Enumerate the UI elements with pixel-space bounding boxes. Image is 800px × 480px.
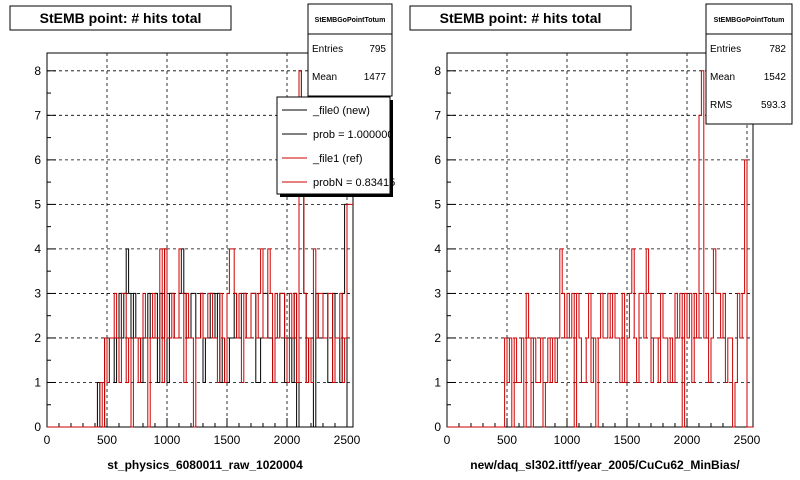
stats-value: 782 [769, 44, 786, 55]
legend-box [276, 96, 391, 195]
y-tick-label: 1 [34, 375, 41, 389]
x-tick-label: 1000 [154, 433, 181, 447]
y-tick-label: 7 [434, 108, 441, 122]
stats-name: StEMBGoPointTotum [315, 17, 386, 24]
legend-label: probN = 0.83415 [313, 177, 395, 189]
title-box [409, 5, 632, 31]
y-tick-label: 0 [434, 420, 441, 434]
x-tick-label: 1000 [554, 433, 581, 447]
x-axis-label: new/daq_sl302.ittf/year_2005/CuCu62_MinB… [470, 458, 740, 472]
y-tick-label: 1 [434, 375, 441, 389]
stats-box [307, 3, 393, 97]
x-tick-label: 1500 [214, 433, 241, 447]
legend-label: _file0 (new) [312, 105, 370, 117]
y-tick-label: 5 [434, 197, 441, 211]
x-tick-label: 2000 [274, 433, 301, 447]
chart-title: StEMB point: # hits total [440, 10, 602, 26]
chart-title: StEMB point: # hits total [40, 10, 202, 26]
stats-value: 1542 [764, 72, 787, 83]
stats-name: StEMBGoPointTotum [714, 17, 785, 24]
y-tick-label: 4 [34, 242, 41, 256]
stats-label: RMS [710, 100, 733, 111]
stats-box [705, 3, 793, 125]
x-axis-label: st_physics_6080011_raw_1020004 [107, 458, 303, 472]
x-tick-label: 2000 [674, 433, 701, 447]
stats-value: 1477 [364, 72, 387, 83]
stats-label: Mean [312, 72, 337, 83]
x-tick-label: 0 [44, 433, 51, 447]
y-tick-label: 2 [434, 331, 441, 345]
stats-value: 795 [369, 44, 386, 55]
stats-label: Entries [710, 44, 741, 55]
y-tick-label: 4 [434, 242, 441, 256]
x-tick-label: 500 [497, 433, 517, 447]
y-tick-label: 3 [34, 286, 41, 300]
legend-label: prob = 1.000000 [313, 129, 393, 141]
y-tick-label: 2 [34, 331, 41, 345]
x-tick-label: 2500 [734, 433, 761, 447]
stats-label: Mean [710, 72, 735, 83]
legend-label: _file1 (ref) [312, 153, 363, 165]
histogram-series [447, 70, 753, 428]
histogram-pad-1: 0 500 1000 1500 2000 2500 0 1 2 3 4 5 6 7 8 StEMB point… [9, 3, 395, 472]
x-tick-label: 0 [444, 433, 451, 447]
y-tick-label: 8 [34, 64, 41, 78]
x-tick-label: 2500 [334, 433, 361, 447]
y-tick-label: 0 [34, 420, 41, 434]
y-tick-label: 6 [434, 153, 441, 167]
y-tick-label: 6 [34, 153, 41, 167]
stats-value: 593.3 [761, 100, 786, 111]
title-box [9, 5, 232, 31]
y-tick-label: 7 [34, 108, 41, 122]
y-tick-label: 3 [434, 286, 441, 300]
y-tick-label: 8 [434, 64, 441, 78]
histogram-series [47, 70, 353, 428]
stats-label: Entries [312, 44, 343, 55]
x-tick-label: 500 [97, 433, 117, 447]
histogram-pad-2: 0 500 1000 1500 2000 2500 0 1 2 3 4 5 6 7 8 StEMB point… [409, 3, 793, 472]
x-tick-label: 1500 [614, 433, 641, 447]
y-tick-label: 5 [34, 197, 41, 211]
